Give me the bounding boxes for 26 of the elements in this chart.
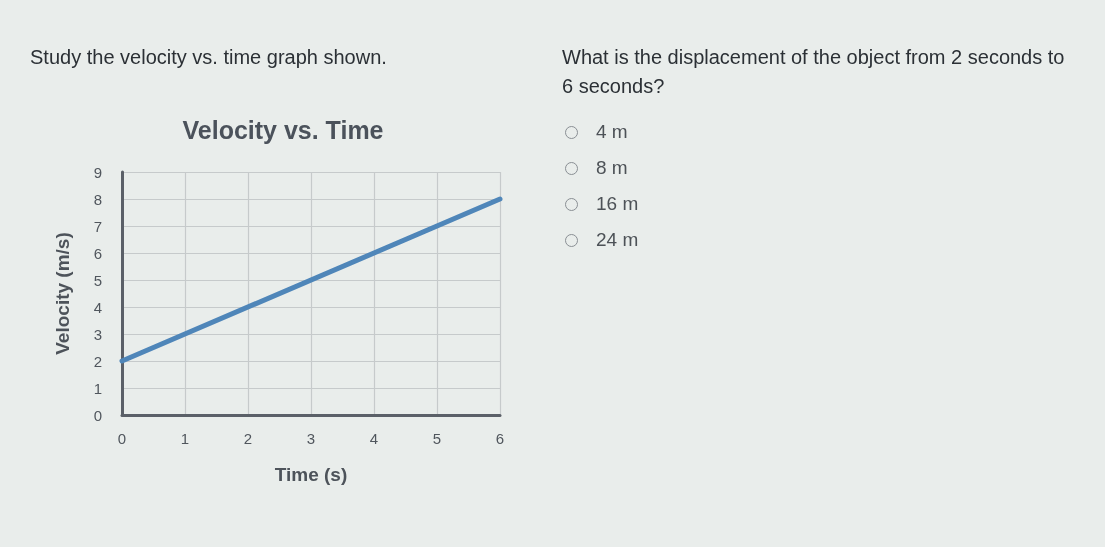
text: What is the displacement of the object from 2 seconds to 6 seconds? xyxy=(562,45,1066,99)
chart-title: Velocity vs. Time xyxy=(182,115,384,144)
x-tick-label: 0 xyxy=(117,430,127,447)
text: 16 m xyxy=(596,193,639,215)
y-tick-label: 4 xyxy=(93,298,102,316)
x-tick-label: 2 xyxy=(243,430,253,447)
y-tick-label: 7 xyxy=(93,217,102,235)
x-tick-label: 3 xyxy=(306,430,316,447)
y-tick-label: 8 xyxy=(93,190,102,208)
x-tick-label: 1 xyxy=(180,430,190,447)
text: 8 m xyxy=(596,157,628,179)
x-tick-label: 6 xyxy=(495,430,505,447)
x-axis-title: Time (s) xyxy=(274,464,348,485)
text: 4 m xyxy=(596,121,628,143)
x-tick-label: 5 xyxy=(432,430,442,447)
text: 24 m xyxy=(596,229,639,251)
y-tick-label: 5 xyxy=(93,271,102,289)
x-tick-label: 4 xyxy=(369,430,379,447)
y-tick-label: 9 xyxy=(93,163,102,181)
y-tick-label: 3 xyxy=(93,325,102,343)
y-tick-label: 6 xyxy=(93,244,102,262)
y-axis-title: Velocity (m/s) xyxy=(52,232,73,355)
y-tick-label: 2 xyxy=(93,352,102,370)
y-tick-label: 0 xyxy=(93,406,102,424)
text: Study the velocity vs. time graph shown. xyxy=(30,45,387,70)
y-tick-label: 1 xyxy=(93,379,102,397)
